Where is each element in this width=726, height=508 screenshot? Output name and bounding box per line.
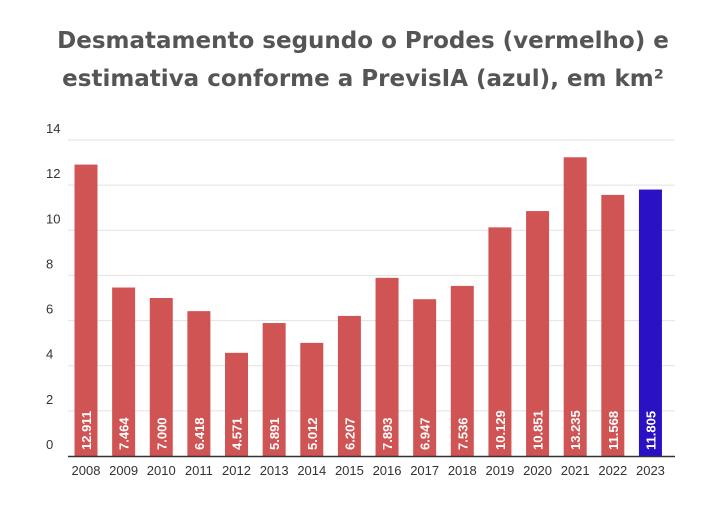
- data-label: 5.891: [267, 417, 282, 450]
- y-tick-label: 10: [46, 211, 60, 226]
- x-tick-label: 2023: [636, 463, 665, 478]
- data-label: 11.568: [606, 411, 621, 450]
- x-tick-label: 2019: [485, 463, 514, 478]
- bar-2022: [601, 194, 625, 456]
- x-tick-label: 2010: [147, 463, 176, 478]
- x-tick-label: 2016: [373, 463, 402, 478]
- data-label: 13.235: [568, 410, 583, 450]
- y-tick-label: 14: [46, 121, 60, 136]
- chart-title-line-2: estimativa conforme a PrevisIA (azul), e…: [62, 66, 664, 92]
- bar-2008: [74, 164, 98, 456]
- y-tick-label: 8: [46, 256, 53, 271]
- data-label: 7.464: [117, 417, 132, 450]
- y-tick-label: 4: [46, 347, 53, 362]
- bar-2015: [337, 315, 361, 456]
- x-tick-label: 2009: [109, 463, 138, 478]
- x-tick-label: 2022: [598, 463, 627, 478]
- bar-2016: [375, 277, 399, 456]
- y-tick-label: 2: [46, 392, 53, 407]
- data-label: 12.911: [79, 411, 94, 450]
- y-tick-label: 12: [46, 166, 60, 181]
- bar-2018: [450, 285, 474, 456]
- bar-2010: [149, 298, 173, 456]
- data-label: 11.805: [643, 411, 658, 450]
- x-tick-label: 2015: [335, 463, 364, 478]
- x-tick-label: 2013: [260, 463, 289, 478]
- data-label: 6.947: [418, 417, 433, 450]
- x-tick-label: 2021: [561, 463, 590, 478]
- x-tick-label: 2008: [72, 463, 101, 478]
- chart-title-line-1: Desmatamento segundo o Prodes (vermelho)…: [57, 28, 669, 54]
- x-tick-label: 2020: [523, 463, 552, 478]
- data-label: 7.536: [455, 417, 470, 450]
- y-tick-label: 0: [46, 437, 53, 452]
- x-tick-label: 2014: [297, 463, 326, 478]
- data-label: 10.129: [493, 410, 508, 450]
- data-label: 4.571: [230, 417, 245, 450]
- x-tick-label: 2018: [448, 463, 477, 478]
- data-label: 7.893: [380, 417, 395, 450]
- x-tick-label: 2011: [185, 463, 213, 478]
- bar-2012: [225, 352, 249, 456]
- bar-2023: [638, 189, 662, 456]
- data-label: 10.851: [531, 410, 546, 450]
- data-label: 6.207: [342, 417, 357, 450]
- bar-2009: [112, 287, 136, 456]
- bar-2013: [262, 323, 286, 456]
- y-tick-label: 6: [46, 302, 53, 317]
- bar-2017: [413, 299, 437, 456]
- bar-2019: [488, 227, 512, 456]
- data-label: 6.418: [192, 417, 207, 450]
- data-label: 7.000: [154, 417, 169, 450]
- bar-2014: [300, 342, 324, 456]
- x-tick-label: 2017: [410, 463, 439, 478]
- x-tick-label: 2012: [222, 463, 251, 478]
- bar-2011: [187, 311, 211, 456]
- bar-2021: [563, 157, 587, 456]
- bar-2020: [526, 211, 550, 456]
- data-label: 5.012: [305, 417, 320, 450]
